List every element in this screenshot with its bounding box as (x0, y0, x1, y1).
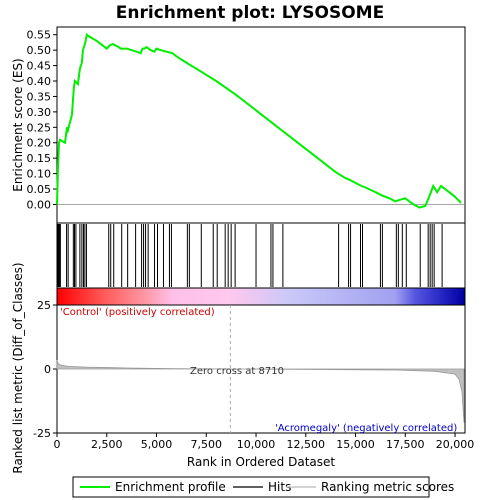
es-y-tick-label: 0.30 (27, 106, 52, 119)
x-tick-label: 15,000 (336, 438, 375, 451)
ranking-gradient-bar (56, 287, 466, 306)
gradient-fill (56, 287, 466, 306)
hits-marks (57, 224, 443, 287)
x-tick-label: 20,000 (436, 438, 475, 451)
x-tick-label: 12,500 (287, 438, 326, 451)
hits-plot-frame (56, 222, 466, 289)
es-y-axis-label: Enrichment score (ES) (11, 58, 25, 191)
legend: Enrichment profile Hits Ranking metric s… (72, 476, 454, 498)
metric-x-axis: 0 2,500 5,000 7,500 10,000 12,500 15,000 17,500… (54, 433, 475, 451)
legend-label-metric: Ranking metric scores (321, 480, 454, 494)
es-y-tick-label: 0.50 (27, 44, 52, 57)
es-y-tick-label: 0.25 (27, 121, 52, 134)
x-axis-label: Rank in Ordered Dataset (187, 455, 335, 469)
es-y-tick-label: 0.40 (27, 75, 52, 88)
es-y-axis: 0.00 0.05 0.10 0.15 0.20 0.25 0.30 0.35 0.40 0.45… (27, 29, 57, 211)
es-y-tick-label: 0.20 (27, 137, 52, 150)
metric-y-tick-label: 0 (44, 363, 51, 376)
es-y-tick-label: 0.15 (27, 152, 52, 165)
es-y-tick-label: 0.05 (27, 183, 52, 196)
x-tick-label: 0 (54, 438, 61, 451)
es-y-tick-label: 0.55 (27, 29, 52, 42)
metric-y-axis: -25 0 25 (33, 299, 57, 440)
x-tick-label: 10,000 (237, 438, 276, 451)
negative-correlation-label: 'Acromegaly' (negatively correlated) (275, 423, 457, 434)
legend-label-enrichment: Enrichment profile (115, 480, 226, 494)
x-tick-label: 7,500 (191, 438, 223, 451)
es-y-tick-label: 0.00 (27, 198, 52, 211)
x-tick-label: 2,500 (91, 438, 123, 451)
es-y-tick-label: 0.10 (27, 168, 52, 181)
positive-correlation-label: 'Control' (positively correlated) (60, 307, 215, 318)
metric-y-tick-label: -25 (33, 427, 51, 440)
metric-y-axis-label: Ranked list metric (Diff_of_Classes) (11, 262, 25, 473)
legend-label-hits: Hits (268, 480, 291, 494)
es-y-tick-label: 0.45 (27, 60, 52, 73)
chart-title: Enrichment plot: LYSOSOME (116, 3, 384, 23)
zero-cross-label: Zero cross at 8710 (190, 366, 284, 377)
enrichment-profile-line (56, 32, 462, 209)
x-tick-label: 17,500 (386, 438, 425, 451)
metric-y-tick-label: 25 (37, 299, 51, 312)
es-panel: 0.00 0.05 0.10 0.15 0.20 0.25 0.30 0.35 0.40 0.45… (11, 26, 466, 224)
x-tick-label: 5,000 (141, 438, 173, 451)
ranking-metric-area (56, 359, 465, 423)
hits-panel (56, 222, 466, 289)
es-y-tick-label: 0.35 (27, 90, 52, 103)
es-plot-frame (56, 26, 466, 224)
